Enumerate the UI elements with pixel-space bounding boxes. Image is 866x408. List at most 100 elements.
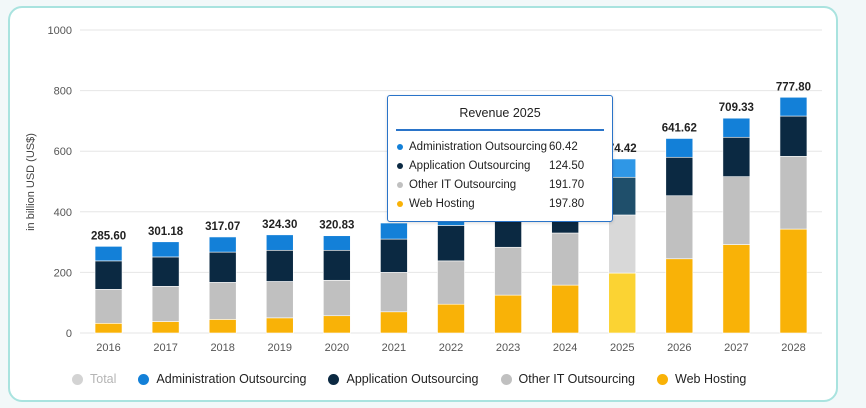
legend-label: Application Outsourcing [346, 372, 479, 386]
y-tick-label: 800 [54, 86, 72, 98]
bar-segment[interactable] [779, 156, 808, 230]
bar-segment[interactable] [437, 225, 465, 262]
tooltip-series-value: 124.50 [549, 159, 585, 172]
tooltip-series-name: Application Outsourcing [409, 159, 531, 172]
legend-dot-icon [328, 373, 340, 385]
bar-segment[interactable] [665, 138, 694, 158]
tooltip-title: Revenue 2025 [459, 106, 541, 120]
tooltip-series-name: Administration Outsourcing [409, 140, 548, 153]
gridlines [80, 29, 822, 334]
tooltip-series-value: 191.70 [549, 178, 585, 191]
bar-segment[interactable] [151, 256, 180, 287]
x-tick-label: 2017 [153, 342, 177, 354]
bars[interactable] [94, 96, 808, 334]
total-labels: 285.60301.18317.07324.30320.83374.42641.… [91, 81, 811, 242]
bar-segment[interactable] [265, 317, 294, 334]
legend-item[interactable]: Total [72, 372, 116, 386]
legend-dot-icon [72, 373, 83, 385]
legend-item[interactable]: Web Hosting [657, 372, 746, 386]
bar-segment[interactable] [151, 241, 180, 258]
bar-segment[interactable] [665, 195, 694, 260]
x-tick-label: 2027 [724, 342, 748, 354]
bar-segment[interactable] [722, 244, 751, 334]
bar-segment[interactable] [380, 222, 408, 240]
y-axis-title: in billion USD (US$) [25, 133, 37, 231]
bar-segment[interactable] [208, 251, 237, 283]
bar-segment[interactable] [265, 281, 294, 319]
legend-item[interactable]: Other IT Outsourcing [500, 372, 636, 386]
x-tick-label: 2018 [210, 342, 234, 354]
bar-segment[interactable] [608, 272, 637, 334]
tooltip-row: Administration Outsourcing 60.42 [388, 137, 612, 156]
bar-segment[interactable] [722, 117, 751, 138]
legend-item[interactable]: Administration Outsourcing [138, 372, 306, 386]
bar-segment[interactable] [665, 156, 694, 197]
bar-segment[interactable] [94, 289, 123, 324]
x-tick-label: 2020 [325, 342, 349, 354]
legend: Total Administration Outsourcing Applicati… [72, 370, 768, 388]
total-label: 74.42 [608, 143, 637, 155]
bar-segment[interactable] [608, 214, 637, 274]
bar-segment[interactable] [208, 319, 237, 334]
y-tick-label: 600 [54, 146, 72, 158]
x-axis-ticks: 2016 2017 2018 2019 2020 2021 2022 2023 2024 2025… [96, 342, 805, 354]
bar-segment[interactable] [722, 136, 751, 177]
total-label: 777.80 [776, 81, 811, 93]
legend-label: Web Hosting [675, 372, 747, 386]
total-label: 317.07 [205, 221, 240, 233]
bar-segment[interactable] [323, 249, 351, 281]
bar-segment[interactable] [779, 228, 808, 334]
bar-segment[interactable] [94, 246, 123, 262]
tooltip-divider [396, 129, 604, 131]
x-tick-label: 2028 [781, 342, 805, 354]
bar-segment[interactable] [551, 232, 579, 286]
bar-segment[interactable] [151, 321, 180, 334]
bar-segment[interactable] [494, 294, 522, 334]
bar-segment[interactable] [380, 238, 408, 273]
y-axis-ticks: 0 200 400 600 800 1000 [48, 25, 72, 340]
bar-segment[interactable] [551, 284, 579, 334]
bar-segment[interactable] [208, 282, 237, 320]
tooltip-row: Other IT Outsourcing 191.70 [388, 175, 612, 194]
bar-segment[interactable] [323, 315, 351, 334]
total-label: 709.33 [719, 102, 754, 114]
y-tick-label: 200 [54, 267, 72, 279]
legend-label: Other IT Outsourcing [518, 372, 636, 386]
tooltip-series-value: 60.42 [549, 140, 578, 153]
y-tick-label: 400 [54, 207, 72, 219]
tooltip-row: Web Hosting 197.80 [388, 194, 612, 213]
bar-segment[interactable] [665, 258, 694, 334]
bar-segment[interactable] [151, 286, 180, 322]
legend-item[interactable]: Application Outsourcing [328, 372, 479, 386]
bar-segment[interactable] [265, 234, 294, 251]
y-tick-label: 0 [66, 328, 72, 340]
bar-segment[interactable] [208, 236, 237, 253]
x-tick-label: 2025 [610, 342, 634, 354]
total-label: 285.60 [91, 230, 126, 242]
bar-segment[interactable] [494, 246, 522, 296]
bar-segment[interactable] [722, 176, 751, 245]
legend-dot-icon [657, 373, 669, 385]
bar-segment[interactable] [323, 235, 351, 251]
bar-segment[interactable] [265, 249, 294, 282]
bar-segment[interactable] [94, 323, 123, 334]
bar-segment[interactable] [779, 115, 808, 157]
bar-segment[interactable] [323, 279, 351, 317]
x-tick-label: 2016 [96, 342, 120, 354]
x-tick-label: 2021 [382, 342, 406, 354]
bar-segment[interactable] [380, 272, 408, 313]
total-label: 324.30 [262, 219, 297, 231]
series-dot-icon [397, 200, 403, 207]
tooltip-series-value: 197.80 [549, 197, 585, 210]
bar-segment[interactable] [779, 96, 808, 117]
bar-segment[interactable] [608, 176, 637, 216]
bar-segment[interactable] [437, 260, 465, 305]
x-tick-label: 2022 [439, 342, 463, 354]
bar-segment[interactable] [94, 260, 123, 290]
bar-segment[interactable] [380, 311, 408, 334]
tooltip: Revenue 2025 Administration Outsourcing 6… [387, 95, 613, 222]
bar-segment[interactable] [437, 303, 465, 334]
y-tick-label: 1000 [48, 25, 72, 37]
total-label: 301.18 [148, 226, 184, 238]
